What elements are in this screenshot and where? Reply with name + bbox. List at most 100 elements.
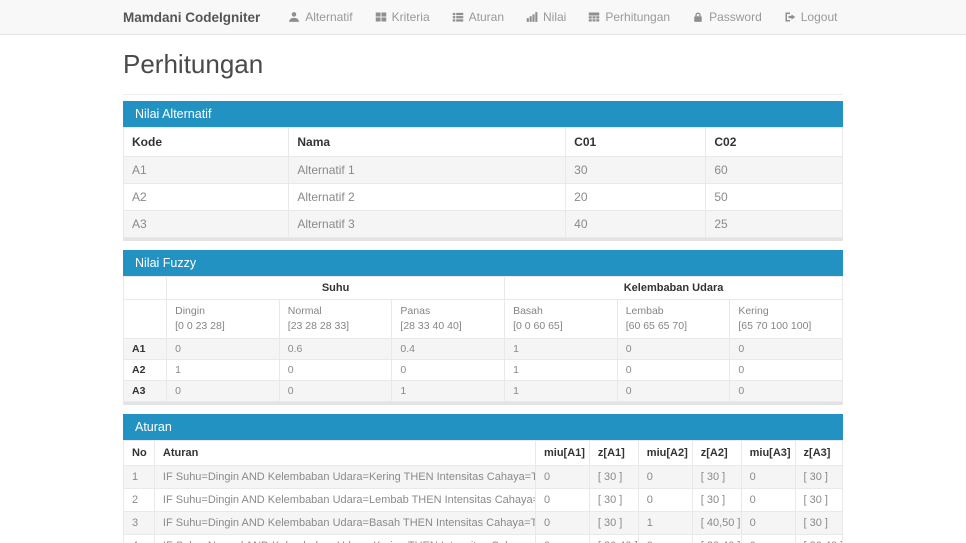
nav-label: Alternatif bbox=[305, 10, 353, 24]
column-header-z-a3: z[A3] bbox=[794, 440, 844, 467]
column-header-miu-a2: miu[A2] bbox=[637, 440, 693, 467]
sub-header-dingin: Dingin [0 0 23 28] bbox=[166, 298, 280, 340]
sub-header-kering: Kering [65 70 100 100] bbox=[729, 298, 843, 340]
logout-icon bbox=[784, 11, 796, 23]
table-cell: A1 bbox=[122, 338, 168, 361]
table-cell: 0 bbox=[740, 465, 796, 490]
table-cell: 40 bbox=[565, 210, 707, 238]
table-cell: 0 bbox=[534, 465, 590, 490]
table-cell: IF Suhu=Normal AND Kelembaban Udara=Keri… bbox=[153, 534, 536, 543]
table-cell: 0 bbox=[729, 359, 843, 382]
table-row: A3 0 0 1 1 0 0 bbox=[122, 380, 843, 403]
group-header-kelembaban: Kelembaban Udara bbox=[504, 276, 843, 300]
table-cell: [ 30 ] bbox=[691, 465, 742, 490]
empty-header-cell bbox=[122, 276, 168, 300]
brand-link[interactable]: Mamdani CodeIgniter bbox=[123, 9, 261, 25]
table-cell: [ 20,40 ] bbox=[794, 534, 844, 543]
table-row: A2 Alternatif 2 20 50 bbox=[122, 183, 843, 211]
nav-item-kriteria[interactable]: Kriteria bbox=[375, 10, 430, 24]
table-cell: 30 bbox=[565, 156, 707, 184]
sub-header-basah: Basah [0 0 60 65] bbox=[504, 298, 618, 340]
table-cell: 0 bbox=[534, 488, 590, 513]
lock-icon bbox=[692, 11, 704, 23]
table-cell: 0 bbox=[740, 534, 796, 543]
nav-label: Kriteria bbox=[391, 10, 430, 24]
table-cell: A3 bbox=[122, 380, 168, 403]
table-cell: 0 bbox=[637, 488, 693, 513]
table-row: A1 Alternatif 1 30 60 bbox=[122, 156, 843, 184]
table-cell: 1 bbox=[166, 359, 280, 382]
header-row: Kode Nama C01 C02 bbox=[122, 127, 843, 157]
table-cell: 0 bbox=[391, 359, 506, 382]
nav-label: Password bbox=[709, 10, 762, 24]
nav-item-nilai[interactable]: Nilai bbox=[526, 10, 566, 24]
navbar-inner: Mamdani CodeIgniter Alternatif Kriteria … bbox=[123, 0, 843, 34]
top-navbar: Mamdani CodeIgniter Alternatif Kriteria … bbox=[0, 0, 966, 35]
table-cell: [ 30 ] bbox=[588, 465, 639, 490]
table-row: A3 Alternatif 3 40 25 bbox=[122, 210, 843, 238]
column-header-kode: Kode bbox=[122, 127, 290, 157]
table-cell: A2 bbox=[122, 183, 290, 211]
panel-heading-aturan: Aturan bbox=[123, 414, 843, 441]
table-icon bbox=[588, 11, 600, 23]
nav-label: Aturan bbox=[468, 10, 504, 24]
nav-item-alternatif[interactable]: Alternatif bbox=[288, 10, 353, 24]
table-cell: 0 bbox=[637, 465, 693, 490]
panel-heading-nilai-fuzzy: Nilai Fuzzy bbox=[123, 250, 843, 276]
table-cell: [ 30 ] bbox=[794, 511, 844, 536]
header-row: No Aturan miu[A1] z[A1] miu[A2] z[A2] mi… bbox=[123, 440, 844, 467]
table-cell: 4 bbox=[123, 534, 155, 543]
panel-heading-nilai-alternatif: Nilai Alternatif bbox=[123, 101, 843, 127]
column-header-miu-a3: miu[A3] bbox=[740, 440, 796, 467]
nilai-alternatif-table: Kode Nama C01 C02 A1 Alternatif 1 30 60 A2 Al… bbox=[122, 127, 843, 238]
table-cell: A3 bbox=[122, 210, 290, 238]
table-cell: 0.4 bbox=[391, 338, 506, 361]
nav-item-aturan[interactable]: Aturan bbox=[452, 10, 504, 24]
table-cell: [ 30 ] bbox=[794, 465, 844, 490]
page-title: Perhitungan bbox=[123, 49, 843, 95]
nav-item-password[interactable]: Password bbox=[692, 10, 762, 24]
nav-item-logout[interactable]: Logout bbox=[784, 10, 837, 24]
column-header-miu-a1: miu[A1] bbox=[534, 440, 590, 467]
nav-item-perhitungan[interactable]: Perhitungan bbox=[588, 10, 670, 24]
table-cell: 1 bbox=[637, 511, 693, 536]
table-cell: 1 bbox=[504, 338, 618, 361]
table-cell: Alternatif 2 bbox=[288, 183, 567, 211]
table-cell: 50 bbox=[705, 183, 843, 211]
empty-header-cell bbox=[122, 298, 168, 340]
table-cell: 0 bbox=[166, 380, 280, 403]
table-cell: [ 40,50 ] bbox=[691, 511, 742, 536]
table-cell: 0 bbox=[534, 534, 590, 543]
panel-nilai-alternatif: Nilai Alternatif Kode Nama C01 C02 A1 Alt… bbox=[122, 101, 843, 238]
nilai-fuzzy-table: Suhu Kelembaban Udara Dingin [0 0 23 28] … bbox=[122, 276, 843, 403]
table-cell: 3 bbox=[123, 511, 155, 536]
grid-icon bbox=[375, 11, 387, 23]
sub-header-row: Dingin [0 0 23 28] Normal [23 28 28 33] Pa… bbox=[122, 298, 843, 340]
table-cell: IF Suhu=Dingin AND Kelembaban Udara=Lemb… bbox=[153, 488, 536, 513]
column-header-no: No bbox=[123, 440, 155, 467]
table-cell: 1 bbox=[504, 380, 618, 403]
table-cell: Alternatif 1 bbox=[288, 156, 567, 184]
table-cell: 0 bbox=[616, 338, 731, 361]
main-content: Perhitungan Nilai Alternatif Kode Nama C… bbox=[122, 49, 844, 543]
table-cell: Alternatif 3 bbox=[288, 210, 567, 238]
table-cell: 0 bbox=[278, 380, 393, 403]
table-cell: 2 bbox=[123, 488, 155, 513]
table-row: A1 0 0.6 0.4 1 0 0 bbox=[122, 338, 843, 361]
sub-header-normal: Normal [23 28 28 33] bbox=[278, 298, 393, 340]
table-cell: 0 bbox=[616, 359, 731, 382]
table-cell: [ 20,40 ] bbox=[588, 534, 639, 543]
table-row: 3 IF Suhu=Dingin AND Kelembaban Udara=Bas… bbox=[123, 511, 844, 536]
group-header-suhu: Suhu bbox=[166, 276, 506, 300]
list-icon bbox=[452, 11, 464, 23]
table-cell: [ 20,40 ] bbox=[691, 534, 742, 543]
panel-aturan: Aturan No Aturan miu[A1] z[A1] miu[A2] z… bbox=[123, 414, 844, 543]
nav-label: Perhitungan bbox=[605, 10, 671, 24]
sub-header-panas: Panas [28 33 40 40] bbox=[391, 298, 506, 340]
column-header-z-a1: z[A1] bbox=[588, 440, 639, 467]
panel-nilai-fuzzy: Nilai Fuzzy Suhu Kelembaban Udara Dingin… bbox=[122, 250, 843, 403]
table-cell: 60 bbox=[705, 156, 843, 184]
table-cell: 0 bbox=[729, 338, 843, 361]
column-header-aturan: Aturan bbox=[153, 440, 536, 467]
user-icon bbox=[288, 11, 300, 23]
